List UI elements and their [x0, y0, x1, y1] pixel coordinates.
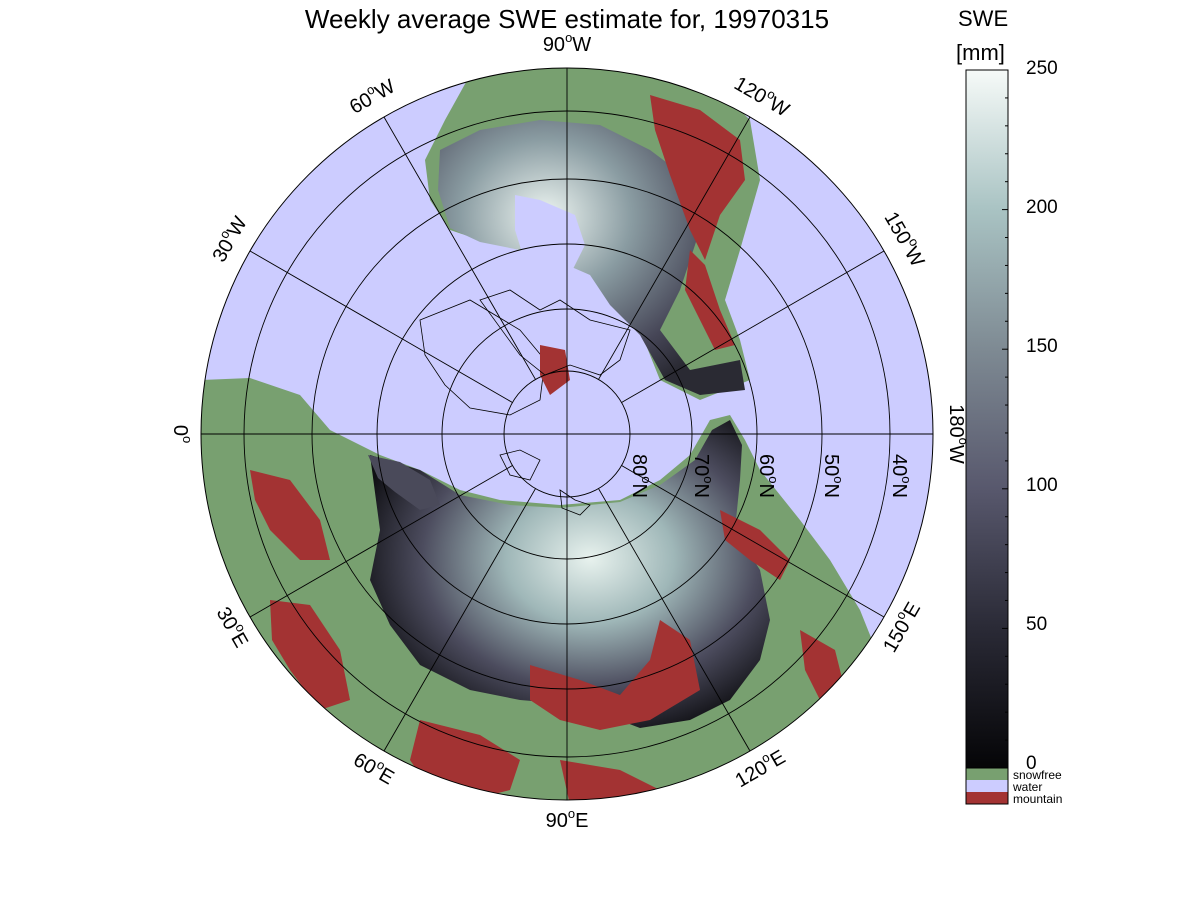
colorbar-title: SWE	[958, 6, 1009, 31]
category-frame	[965, 767, 1009, 805]
latitude-label: 40oN	[888, 454, 914, 498]
latitude-label: 80oN	[628, 454, 654, 498]
latitude-label: 50oN	[820, 454, 846, 498]
colorbar-tick-label: 200	[1026, 197, 1058, 218]
meridian-line	[383, 116, 536, 380]
meridian-line	[598, 488, 751, 752]
scandinavia-snow	[368, 455, 440, 510]
meridian-line	[621, 465, 885, 618]
colorbar-tick-label: 100	[1026, 475, 1058, 496]
snowfree-swatch	[966, 768, 1008, 780]
latitude-label: 70oN	[690, 454, 716, 498]
legend-water-label: water	[1013, 780, 1043, 794]
latitude-labels: 80oN 70oN 60oN 50oN 40oN	[628, 454, 914, 498]
latitude-label: 60oN	[755, 454, 781, 498]
legend-snowfree-label: snowfree	[1013, 768, 1062, 782]
meridian-line	[621, 250, 885, 403]
meridian-line	[249, 465, 513, 618]
map-border	[200, 67, 934, 801]
colorbar-tick-label: 250	[1026, 58, 1058, 79]
graticule	[201, 68, 933, 800]
colorbar-unit: [mm]	[956, 40, 1005, 65]
longitude-label: 0o	[169, 425, 195, 443]
arctic-coastlines	[479, 289, 631, 516]
mountain-swatch	[966, 792, 1008, 804]
colorbar-tick-label: 50	[1026, 614, 1048, 635]
water-swatch	[966, 780, 1008, 792]
hudson-bay	[515, 195, 585, 280]
colorbar-tick-label: 150	[1026, 336, 1058, 357]
colorbar-gradient	[965, 69, 1009, 769]
meridian-line	[383, 488, 536, 752]
legend-mountain-label: mountain	[1013, 792, 1063, 806]
meridian-line	[598, 116, 751, 380]
map-title: Weekly average SWE estimate for, 1997031…	[304, 4, 830, 34]
meridian-line	[249, 250, 513, 403]
longitude-label: 90oE	[546, 806, 589, 832]
longitude-label: 90oW	[543, 30, 591, 56]
north-america-snow	[438, 120, 745, 395]
longitude-label: 30oW	[205, 211, 252, 266]
longitude-label: 180oW	[945, 404, 971, 464]
colorbar-tick-label: 0	[1026, 753, 1037, 774]
longitude-label: 60oW	[344, 72, 399, 119]
